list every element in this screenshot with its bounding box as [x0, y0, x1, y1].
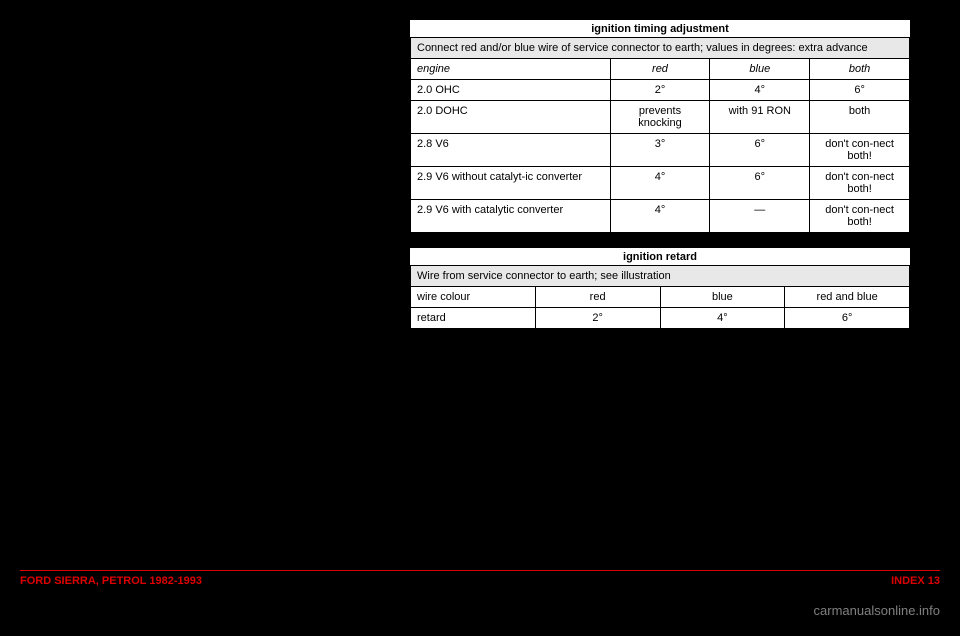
cell: 6°: [785, 308, 910, 329]
table-row: retard 2° 4° 6°: [411, 308, 910, 329]
page-footer: FORD SIERRA, PETROL 1982-1993 INDEX 13: [20, 575, 940, 587]
content-area: ignition timing adjustment Connect red a…: [410, 20, 910, 344]
cell: don't con-nect both!: [810, 167, 910, 200]
cell: 2.0 DOHC: [411, 101, 611, 134]
footer-left: FORD SIERRA, PETROL 1982-1993: [20, 575, 202, 587]
col-red: red: [535, 287, 660, 308]
cell: 4°: [610, 167, 710, 200]
table1-columns: engine red blue both: [411, 59, 910, 80]
cell: 2°: [535, 308, 660, 329]
col-both: both: [810, 59, 910, 80]
cell: 4°: [660, 308, 785, 329]
col-blue: blue: [710, 59, 810, 80]
cell: both: [810, 101, 910, 134]
table-row: 2.0 DOHC prevents knocking with 91 RON b…: [411, 101, 910, 134]
cell: —: [710, 200, 810, 233]
cell: don't con-nect both!: [810, 134, 910, 167]
col-redblue: red and blue: [785, 287, 910, 308]
table1-title: ignition timing adjustment: [410, 23, 910, 35]
table2-columns: wire colour red blue red and blue: [411, 287, 910, 308]
col-engine: engine: [411, 59, 611, 80]
footer-index-label: INDEX: [891, 575, 925, 587]
cell: 4°: [610, 200, 710, 233]
table-row: 2.9 V6 with catalytic converter 4° — don…: [411, 200, 910, 233]
col-red: red: [610, 59, 710, 80]
cell: 6°: [710, 134, 810, 167]
watermark: carmanualsonline.info: [814, 603, 940, 618]
ignition-timing-table: Connect red and/or blue wire of service …: [410, 37, 910, 233]
cell: 2.8 V6: [411, 134, 611, 167]
cell: 2°: [610, 80, 710, 101]
table-row: 2.9 V6 without catalyt-ic converter 4° 6…: [411, 167, 910, 200]
cell: 6°: [710, 167, 810, 200]
col-wire: wire colour: [411, 287, 536, 308]
cell: 2.9 V6 without catalyt-ic converter: [411, 167, 611, 200]
ignition-retard-table: Wire from service connector to earth; se…: [410, 265, 910, 329]
table2-title: ignition retard: [410, 251, 910, 263]
table2-note-cell: Wire from service connector to earth; se…: [411, 266, 910, 287]
cell: don't con-nect both!: [810, 200, 910, 233]
table-row: 2.0 OHC 2° 4° 6°: [411, 80, 910, 101]
table1-wrapper: ignition timing adjustment Connect red a…: [410, 20, 910, 233]
cell: 2.9 V6 with catalytic converter: [411, 200, 611, 233]
cell: prevents knocking: [610, 101, 710, 134]
cell: 4°: [710, 80, 810, 101]
footer-divider: [20, 570, 940, 571]
cell: retard: [411, 308, 536, 329]
col-blue: blue: [660, 287, 785, 308]
cell: 2.0 OHC: [411, 80, 611, 101]
cell: with 91 RON: [710, 101, 810, 134]
table1-header-note: Connect red and/or blue wire of service …: [411, 38, 910, 59]
footer-right: INDEX 13: [891, 575, 940, 587]
footer-page-number: 13: [928, 575, 940, 587]
table1-note-cell: Connect red and/or blue wire of service …: [411, 38, 910, 59]
cell: 6°: [810, 80, 910, 101]
cell: 3°: [610, 134, 710, 167]
table-row: 2.8 V6 3° 6° don't con-nect both!: [411, 134, 910, 167]
table2-header-note: Wire from service connector to earth; se…: [411, 266, 910, 287]
table2-wrapper: ignition retard Wire from service connec…: [410, 248, 910, 329]
